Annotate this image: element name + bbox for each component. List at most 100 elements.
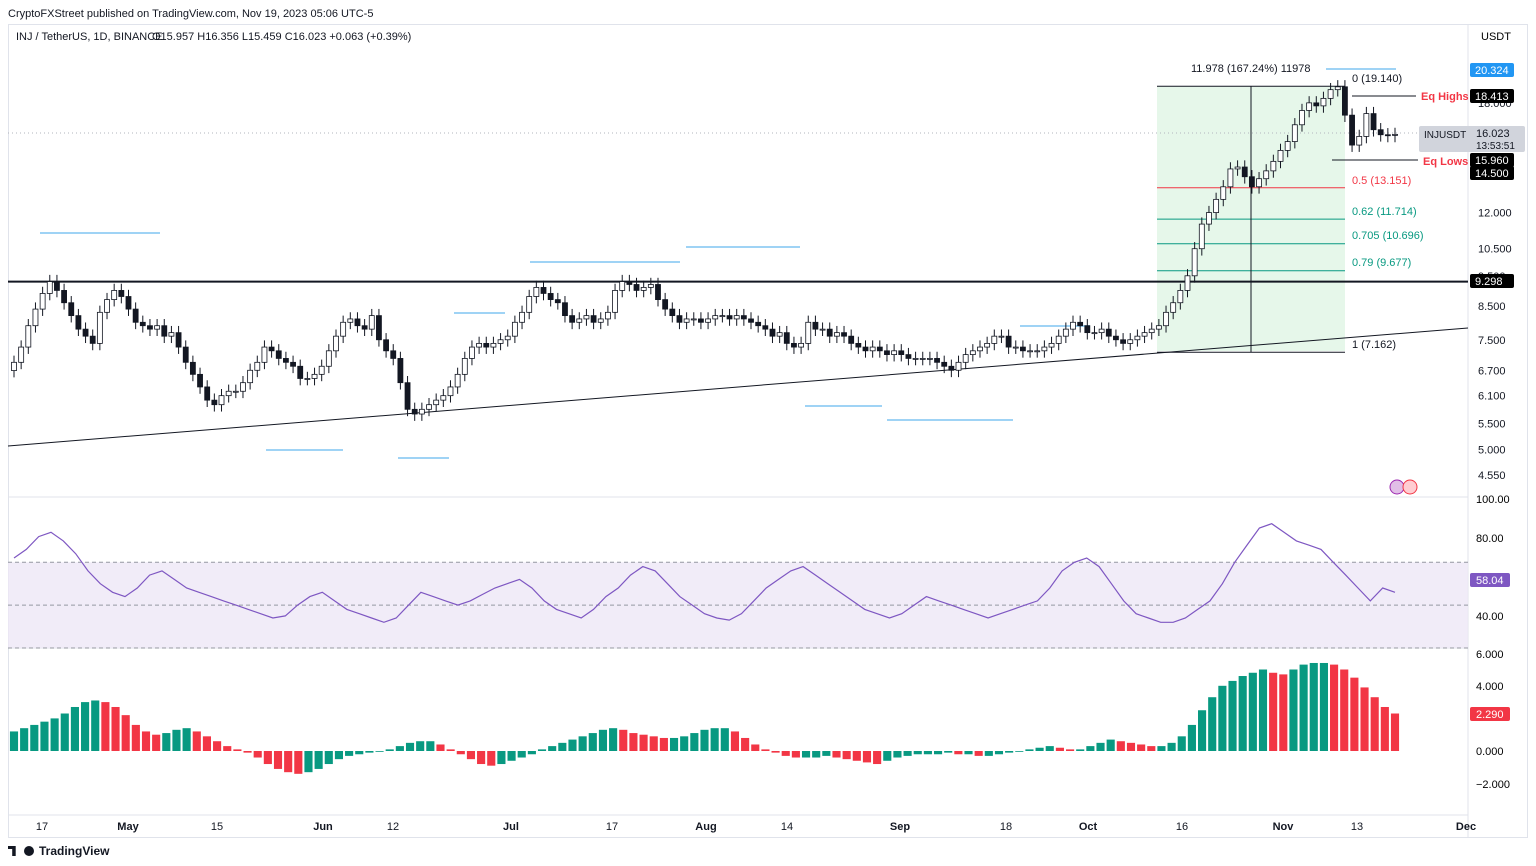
candle xyxy=(1170,296,1177,320)
time-tick: Jun xyxy=(313,821,333,833)
candle xyxy=(211,393,218,412)
candles xyxy=(11,80,1398,421)
ao-bar xyxy=(1076,749,1085,751)
time-tick: Aug xyxy=(695,821,716,833)
ao-bar xyxy=(70,706,79,751)
candle xyxy=(719,308,726,323)
top-price-tag xyxy=(1470,63,1514,77)
candle xyxy=(268,340,275,358)
candle xyxy=(1091,325,1098,340)
ao-bar xyxy=(172,729,181,751)
candle xyxy=(168,325,175,344)
ao-bar xyxy=(862,751,872,763)
candle xyxy=(325,344,332,374)
ao-bar xyxy=(1096,742,1105,751)
eq-high-price-tag xyxy=(1470,89,1514,103)
tradingview-logo[interactable]: TradingView xyxy=(8,844,109,858)
ao-bar xyxy=(690,733,699,751)
candle xyxy=(1098,322,1105,340)
price-tick: 10.500 xyxy=(1478,244,1512,256)
candle xyxy=(633,277,640,298)
candle xyxy=(1191,242,1198,283)
eq-lows-label: Eq Lows xyxy=(1423,156,1468,168)
candle xyxy=(18,340,25,370)
candle xyxy=(1299,103,1305,132)
candle xyxy=(225,384,232,403)
ao-bar xyxy=(152,734,161,751)
price-tick: 4.550 xyxy=(1478,470,1506,482)
ao-bar xyxy=(1045,746,1054,751)
candle xyxy=(1263,164,1270,186)
ao-bar xyxy=(263,751,272,765)
ao-bar xyxy=(1218,685,1227,751)
chart-frame xyxy=(8,24,1528,838)
time-tick: 17 xyxy=(36,821,48,833)
ao-bar xyxy=(466,751,476,760)
eq-low-text-b: 14.500 xyxy=(1475,168,1509,180)
flash-event-icon[interactable] xyxy=(1389,479,1405,495)
fib-label-0705: 0.705 (10.696) xyxy=(1352,230,1424,242)
fib-label-05: 0.5 (13.151) xyxy=(1352,175,1411,187)
candle xyxy=(876,340,883,358)
candle xyxy=(46,274,53,301)
candle xyxy=(1027,344,1033,358)
candle xyxy=(619,274,626,298)
candle xyxy=(204,380,211,407)
rsi-value-text: 58.04 xyxy=(1476,575,1504,587)
ao-bar xyxy=(1228,680,1237,751)
candle xyxy=(1234,160,1241,176)
candle xyxy=(519,305,525,330)
ao-bar xyxy=(873,751,882,765)
candle xyxy=(647,277,654,295)
candle xyxy=(776,325,783,344)
ao-bar xyxy=(883,751,892,761)
ao-bar xyxy=(812,751,821,758)
ao-bar xyxy=(639,734,648,751)
candle xyxy=(1320,91,1327,113)
candle xyxy=(762,319,769,336)
candle xyxy=(977,340,983,358)
candle xyxy=(89,329,96,351)
ao-bar xyxy=(314,751,323,769)
candle xyxy=(476,336,483,354)
last-price-box xyxy=(1419,126,1525,152)
ao-bar xyxy=(741,737,750,751)
candle xyxy=(1084,319,1091,340)
ao-bar xyxy=(1106,739,1115,751)
candle xyxy=(333,329,339,358)
ao-bar xyxy=(598,729,608,751)
ao-bar xyxy=(537,749,547,751)
candle xyxy=(11,355,17,378)
fib-label-1: 1 (7.162) xyxy=(1352,339,1396,351)
candle xyxy=(218,388,225,412)
candle xyxy=(1313,96,1320,113)
ao-bar xyxy=(1005,751,1014,753)
time-tick: Dec xyxy=(1456,821,1476,833)
candle xyxy=(469,340,475,366)
symbol-tag: INJUSDT xyxy=(1424,130,1466,141)
candle xyxy=(755,315,762,333)
ao-bar xyxy=(497,751,506,765)
ao-bar xyxy=(1238,676,1247,751)
candle xyxy=(733,308,740,326)
flag-event-icon[interactable] xyxy=(1402,479,1418,495)
ao-bar xyxy=(588,733,597,751)
ao-bar xyxy=(395,746,404,751)
time-tick: Nov xyxy=(1273,821,1295,833)
rsi-tick-40: 40.00 xyxy=(1476,611,1504,623)
ao-bar xyxy=(1086,746,1095,751)
candle xyxy=(748,312,754,330)
last-price-text: 16.023 xyxy=(1476,128,1510,140)
candle xyxy=(297,359,304,386)
ao-bar xyxy=(345,751,354,756)
ao-bar xyxy=(213,741,222,751)
ao-bar xyxy=(111,706,120,751)
ao-bar xyxy=(791,751,800,758)
tv-logo-icon xyxy=(8,846,16,856)
candle xyxy=(383,333,389,358)
candle xyxy=(440,388,447,407)
candle xyxy=(511,315,518,344)
candle xyxy=(111,283,118,307)
price-tick: 5.000 xyxy=(1478,444,1506,456)
